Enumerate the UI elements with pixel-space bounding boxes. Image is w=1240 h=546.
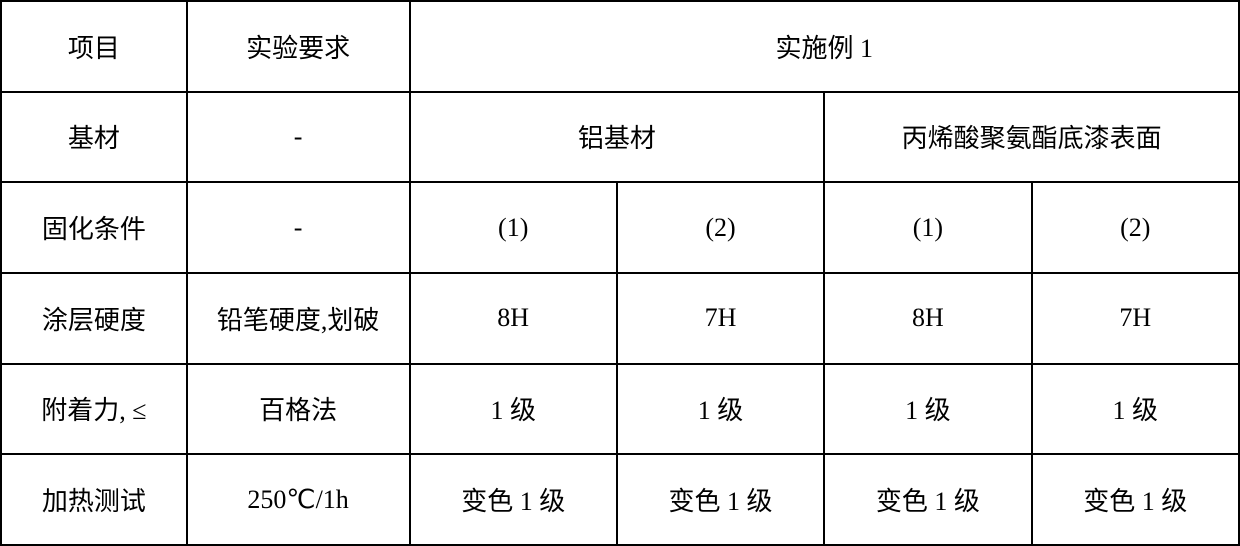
table-row: 涂层硬度 铅笔硬度,划破 8H 7H 8H 7H xyxy=(1,273,1239,364)
cell-hardness-2: 7H xyxy=(617,273,824,364)
cell-curing-label: 固化条件 xyxy=(1,182,187,273)
cell-hardness-label: 涂层硬度 xyxy=(1,273,187,364)
cell-hardness-3: 8H xyxy=(824,273,1031,364)
cell-adhesion-4: 1 级 xyxy=(1032,364,1239,455)
cell-heat-3: 变色 1 级 xyxy=(824,454,1031,545)
table-body: 项目 实验要求 实施例 1 基材 - 铝基材 丙烯酸聚氨酯底漆表面 固化条件 -… xyxy=(1,1,1239,545)
cell-substrate-alu: 铝基材 xyxy=(410,92,825,183)
cell-heat-label: 加热测试 xyxy=(1,454,187,545)
data-table: 项目 实验要求 实施例 1 基材 - 铝基材 丙烯酸聚氨酯底漆表面 固化条件 -… xyxy=(0,0,1240,546)
cell-substrate-req: - xyxy=(187,92,410,183)
table-row: 加热测试 250℃/1h 变色 1 级 变色 1 级 变色 1 级 变色 1 级 xyxy=(1,454,1239,545)
cell-substrate-label: 基材 xyxy=(1,92,187,183)
cell-adhesion-1: 1 级 xyxy=(410,364,617,455)
table-row: 固化条件 - (1) (2) (1) (2) xyxy=(1,182,1239,273)
cell-adhesion-2: 1 级 xyxy=(617,364,824,455)
cell-heat-1: 变色 1 级 xyxy=(410,454,617,545)
cell-header-req: 实验要求 xyxy=(187,1,410,92)
cell-heat-2: 变色 1 级 xyxy=(617,454,824,545)
cell-header-example: 实施例 1 xyxy=(410,1,1239,92)
cell-curing-3: (1) xyxy=(824,182,1031,273)
cell-curing-4: (2) xyxy=(1032,182,1239,273)
cell-curing-1: (1) xyxy=(410,182,617,273)
table-row: 项目 实验要求 实施例 1 xyxy=(1,1,1239,92)
table-row: 基材 - 铝基材 丙烯酸聚氨酯底漆表面 xyxy=(1,92,1239,183)
cell-adhesion-label: 附着力, ≤ xyxy=(1,364,187,455)
cell-substrate-primer: 丙烯酸聚氨酯底漆表面 xyxy=(824,92,1239,183)
cell-header-item: 项目 xyxy=(1,1,187,92)
cell-adhesion-3: 1 级 xyxy=(824,364,1031,455)
cell-hardness-req: 铅笔硬度,划破 xyxy=(187,273,410,364)
cell-heat-4: 变色 1 级 xyxy=(1032,454,1239,545)
cell-curing-2: (2) xyxy=(617,182,824,273)
table-row: 附着力, ≤ 百格法 1 级 1 级 1 级 1 级 xyxy=(1,364,1239,455)
cell-heat-req: 250℃/1h xyxy=(187,454,410,545)
cell-hardness-1: 8H xyxy=(410,273,617,364)
cell-curing-req: - xyxy=(187,182,410,273)
cell-hardness-4: 7H xyxy=(1032,273,1239,364)
table-container: 项目 实验要求 实施例 1 基材 - 铝基材 丙烯酸聚氨酯底漆表面 固化条件 -… xyxy=(0,0,1240,546)
cell-adhesion-req: 百格法 xyxy=(187,364,410,455)
